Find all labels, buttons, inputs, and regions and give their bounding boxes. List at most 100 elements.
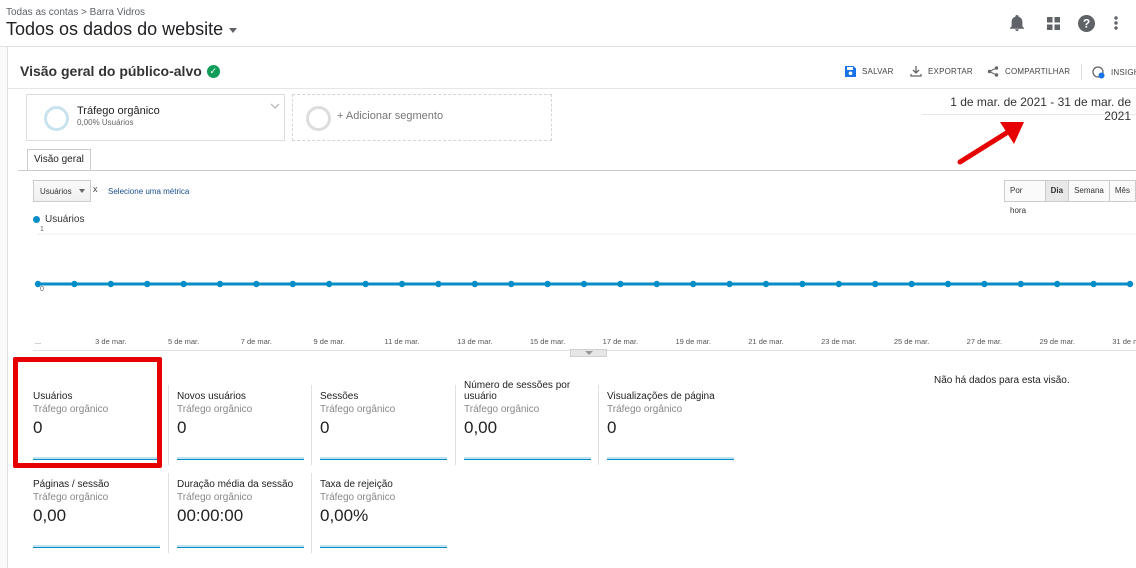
tile-separator [455, 385, 456, 465]
data-point [362, 280, 369, 288]
metric-segment: Tráfego orgânico [177, 404, 253, 415]
caret-down-icon [78, 189, 85, 193]
tile-separator [311, 385, 312, 465]
add-segment-button[interactable]: + Adicionar segmento [292, 94, 552, 141]
x-tick-label: ... [35, 337, 41, 346]
no-data-message: Não há dados para esta visão. [934, 375, 1070, 386]
metric-tile[interactable]: Usuários Tráfego orgânico 0 [33, 380, 168, 460]
metric-tile[interactable]: Duração média da sessão Tráfego orgânico 0… [177, 468, 312, 548]
granularity-month[interactable]: Mês [1108, 180, 1136, 202]
data-point [762, 280, 770, 288]
metric-tile[interactable]: Visualizações de página Tráfego orgânico 0 [607, 380, 742, 460]
remove-metric-button[interactable]: x [93, 184, 98, 194]
data-point [435, 280, 442, 288]
apps-grid-icon[interactable] [1043, 13, 1063, 33]
data-point [726, 280, 733, 288]
metric-value: 0 [320, 418, 330, 437]
metric-sparkline-fill [33, 545, 160, 548]
metric-tile[interactable]: Páginas / sessão Tráfego orgânico 0,00 [33, 468, 168, 548]
x-tick-label: 21 de mar. [748, 337, 783, 346]
tile-separator [168, 473, 169, 553]
data-point [289, 280, 296, 288]
data-point [653, 280, 660, 288]
x-tick-label: 19 de mar. [675, 337, 710, 346]
metric-label: Usuários [33, 391, 73, 402]
bell-icon[interactable] [1007, 13, 1027, 33]
date-range-picker[interactable]: 1 de mar. de 2021 - 31 de mar. de 2021 [922, 95, 1136, 123]
save-icon [845, 66, 856, 77]
metric-segment: Tráfego orgânico [33, 404, 109, 415]
data-point [617, 280, 624, 288]
more-vert-icon[interactable] [1106, 13, 1126, 33]
share-label: COMPARTILHAR [1005, 67, 1071, 76]
metric-select[interactable]: Usuários [33, 180, 91, 202]
x-tick-label: 17 de mar. [603, 337, 638, 346]
insights-label: INSIGH [1111, 68, 1136, 77]
metric-label: Visualizações de página [607, 391, 715, 402]
data-point [471, 280, 478, 288]
tile-separator [311, 473, 312, 553]
y-tick-label: 0 [40, 286, 44, 293]
data-point [326, 280, 333, 288]
granularity-hour[interactable]: Por hora [1004, 180, 1046, 215]
segment-organic-traffic[interactable]: Tráfego orgânico 0,00% Usuários [26, 94, 285, 141]
export-button[interactable]: EXPORTAR [910, 66, 973, 77]
metric-tile[interactable]: Novos usuários Tráfego orgânico 0 [177, 380, 312, 460]
metric-value: 0 [607, 418, 617, 437]
data-point [872, 280, 879, 288]
red-arrow-annotation [957, 122, 1024, 165]
insights-button[interactable]: INSIGH [1092, 66, 1136, 79]
granularity-day[interactable]: Dia [1044, 180, 1070, 202]
x-tick-label: 3 de mar. [95, 337, 126, 346]
metric-sparkline [464, 457, 591, 460]
metric-segment: Tráfego orgânico [177, 492, 253, 503]
metric-sparkline [320, 545, 447, 548]
metric-sparkline [177, 457, 304, 460]
data-point [1054, 280, 1061, 288]
breadcrumb[interactable]: Todas as contas > Barra Vidros [6, 7, 146, 18]
metric-segment: Tráfego orgânico [464, 404, 540, 415]
metric-sparkline-fill [320, 545, 447, 548]
metric-tile[interactable]: Sessões Tráfego orgânico 0 [320, 380, 455, 460]
data-point [908, 280, 915, 288]
metric-segment: Tráfego orgânico [607, 404, 683, 415]
red-highlight-annotation [13, 357, 162, 468]
metric-label: Número de sessões por usuário [464, 380, 571, 402]
select-metric-link[interactable]: Selecione uma métrica [108, 187, 190, 196]
metric-sparkline [607, 457, 734, 460]
metric-value: 0,00 [464, 418, 498, 437]
users-line-chart: 1 0... 3 de mar. 5 de mar. 7 de mar. 9 de mar… [34, 226, 1136, 346]
chevron-down-icon [584, 351, 593, 355]
share-button[interactable]: COMPARTILHAR [987, 66, 1070, 77]
metric-segment: Tráfego orgânico [320, 492, 396, 503]
tile-separator [598, 385, 599, 465]
report-title-text: Visão geral do público-alvo [20, 63, 202, 79]
add-segment-label: + Adicionar segmento [337, 110, 444, 122]
view-selector[interactable]: Todos os dados do website [6, 19, 238, 40]
metric-tile[interactable]: Taxa de rejeição Tráfego orgânico 0,00% [320, 468, 455, 548]
y-tick-label: 1 [40, 226, 44, 233]
metric-label: Taxa de rejeição [320, 479, 393, 490]
granularity-week[interactable]: Semana [1068, 180, 1110, 202]
x-tick-label: 9 de mar. [314, 337, 345, 346]
metric-tile[interactable]: Número de sessões por usuário Tráfego org… [464, 380, 599, 460]
x-tick-label: 29 de mar. [1039, 337, 1074, 346]
data-point [835, 280, 842, 288]
metric-sparkline [33, 457, 160, 460]
data-point [981, 280, 988, 288]
metric-value: 00:00:00 [177, 506, 244, 525]
save-button[interactable]: SALVAR [845, 66, 894, 77]
collapse-chart-handle[interactable] [570, 349, 607, 357]
data-point [1017, 280, 1024, 288]
tab-overview[interactable]: Visão geral [27, 149, 91, 171]
x-tick-label: 25 de mar. [894, 337, 929, 346]
chevron-down-icon[interactable] [270, 103, 280, 109]
report-title: Visão geral do público-alvo ✓ [20, 63, 220, 79]
data-point [107, 280, 115, 288]
export-label: EXPORTAR [928, 67, 973, 76]
metric-value: 0 [33, 418, 43, 437]
tile-separator [168, 385, 169, 465]
share-icon [987, 66, 999, 77]
help-icon[interactable]: ? [1076, 13, 1096, 33]
chevron-down-icon [229, 28, 238, 33]
